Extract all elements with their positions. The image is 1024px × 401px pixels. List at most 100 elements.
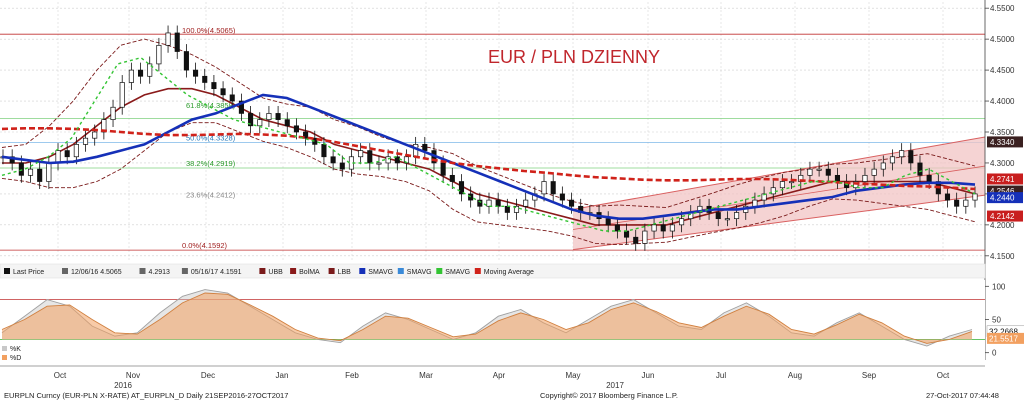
x-tick-label: Oct (937, 371, 950, 380)
osc-legend-label: %D (10, 355, 21, 362)
y-tick-label: 4.3000 (990, 159, 1015, 168)
footer-ticker: EURPLN Curncy (EUR-PLN X-RATE) AT_EURPLN… (4, 391, 288, 400)
value-badge (987, 185, 1023, 197)
y-tick-label: 4.4000 (990, 97, 1015, 106)
candle-body (183, 51, 189, 71)
candle-body (220, 88, 226, 96)
candle-body (422, 144, 428, 151)
channel-lower (572, 194, 986, 251)
candle-body (550, 181, 556, 195)
ma-series (1, 56, 976, 232)
candle-body (834, 174, 841, 182)
legend-label: SMAVG (368, 269, 393, 276)
osc-value-badge-text: 21.5517 (989, 334, 1018, 343)
fib-label: 23.6%(4.2412) (186, 190, 236, 199)
candle-body (211, 82, 217, 90)
legend-bar (0, 263, 986, 279)
price-panel[interactable] (0, 0, 985, 262)
candle-body (92, 131, 98, 139)
candle-body (568, 199, 575, 207)
candle-body (367, 150, 373, 164)
footer-copyright: Copyright© 2017 Bloomberg Finance L.P. (540, 391, 678, 400)
candle-body (513, 205, 520, 213)
x-tick-label: Aug (788, 371, 802, 380)
channel-upper (572, 136, 986, 210)
legend-label: LBB (338, 269, 352, 276)
year-label: 2016 (114, 381, 132, 390)
osc-y-tick-label: 50 (992, 316, 1001, 325)
candle-body (303, 131, 309, 139)
candle-body (128, 69, 134, 83)
legend-label: SMAVG (445, 269, 470, 276)
osc-area-2 (2, 293, 972, 344)
candle-body (18, 162, 24, 176)
candle-body (633, 236, 639, 244)
candle-body (358, 150, 364, 158)
candle-body (504, 205, 510, 213)
smavg-blue-icon (359, 268, 366, 274)
legend-label: Moving Average (484, 269, 534, 276)
ubb-icon (259, 268, 266, 274)
candle-body (954, 199, 960, 207)
value-badge-text: 4.2142 (990, 212, 1015, 221)
candle-body (807, 168, 813, 176)
candle-body (147, 63, 153, 77)
series-line-2 (1, 127, 976, 191)
candle-body (789, 181, 795, 184)
oscillator-y-axis: 0 50 100 (985, 282, 1006, 358)
smavg-lightblue-icon (397, 268, 404, 274)
value-badge-text: 4.3340 (990, 138, 1015, 147)
legend: Last Price 12/06/16 4.5065 4.2913 05/16/17 … (0, 263, 986, 279)
candle-body (899, 150, 905, 158)
candle-body (165, 32, 171, 46)
candle-body (293, 125, 299, 133)
value-badge (987, 173, 1023, 185)
y-tick-label: 4.3500 (990, 128, 1015, 137)
candle-body (458, 181, 465, 195)
y-tick-label: 4.5500 (990, 4, 1015, 13)
candle-body (275, 113, 281, 120)
candle-body (339, 162, 345, 170)
candle-body (376, 162, 382, 165)
fib-label: 0.0%(4.1592) (182, 241, 228, 250)
candle-body (284, 119, 290, 127)
x-tick-label: Nov (126, 371, 140, 380)
year-label: 2017 (606, 381, 624, 390)
candle-body (926, 174, 932, 182)
y-tick-label: 4.2000 (990, 221, 1015, 230)
bollinger-bands (1, 38, 976, 246)
candle-body (248, 113, 254, 127)
candle-body (156, 44, 162, 65)
footer-timestamp: 27-Oct-2017 07:44:48 (926, 391, 999, 400)
fib-label: 100.0%(4.5065) (182, 26, 236, 35)
x-tick-label: Jan (276, 371, 289, 380)
candle-body (908, 150, 914, 164)
candle-body (385, 156, 391, 164)
candle-body (715, 212, 721, 220)
candle-body (202, 75, 208, 83)
value-badge-text: 4.2546 (990, 187, 1015, 196)
nk-icon (2, 346, 7, 351)
x-tick-label: May (565, 371, 580, 380)
candle-body (321, 144, 327, 158)
candle-body (229, 94, 235, 102)
osc-y-tick-label: 100 (992, 282, 1006, 291)
candle-body (193, 69, 199, 77)
candle-body (614, 224, 620, 232)
candle-body (46, 162, 52, 182)
candle-body (330, 156, 336, 164)
candle-body (944, 193, 951, 201)
candle-body (238, 100, 244, 114)
x-tick-label: Feb (345, 371, 359, 380)
candle-body (257, 119, 263, 127)
candle-body (734, 212, 740, 220)
x-tick-label: Dec (201, 371, 215, 380)
value-badge (987, 136, 1023, 148)
candle-body (816, 168, 822, 171)
bollinger-upper (1, 38, 976, 208)
candle-body (917, 162, 923, 176)
candle-body (679, 218, 685, 226)
